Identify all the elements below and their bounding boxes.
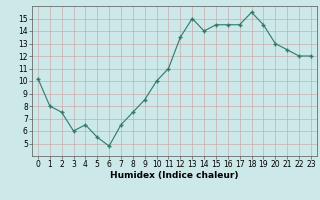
X-axis label: Humidex (Indice chaleur): Humidex (Indice chaleur) (110, 171, 239, 180)
